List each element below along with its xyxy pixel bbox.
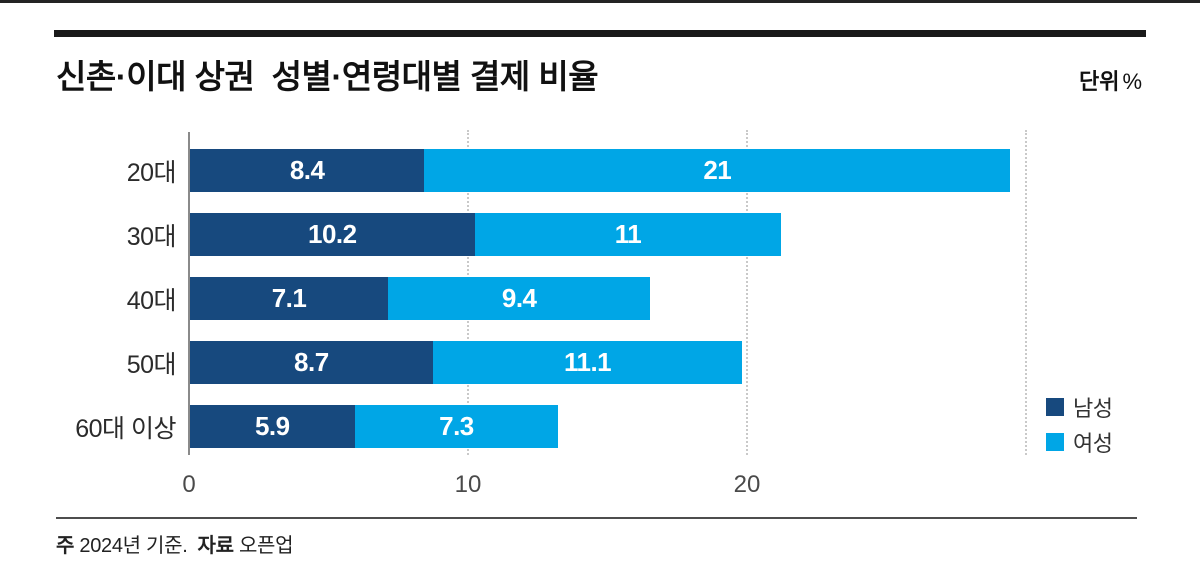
- footer-divider: [56, 517, 1137, 519]
- x-tick-label: 0: [182, 471, 196, 498]
- bar-segment-male: 8.4: [190, 149, 425, 192]
- category-label: 50대: [126, 350, 177, 379]
- value-label: 8.7: [294, 347, 329, 377]
- stacked-bar: 8.7 11.1: [190, 341, 743, 384]
- value-label: 9.4: [501, 283, 537, 313]
- value-label: 7.1: [271, 283, 307, 313]
- bar-segment-male: 7.1: [190, 277, 389, 320]
- footnote-note-text: 2024년 기준.: [79, 535, 188, 557]
- value-label: 5.9: [254, 411, 290, 441]
- category-label: 30대: [126, 222, 177, 251]
- value-label: 10.2: [307, 219, 357, 249]
- footnote: 주 2024년 기준. 자료 오픈업: [56, 529, 294, 558]
- value-label: 7.3: [439, 411, 474, 441]
- unit-label-bold: 단위: [1078, 69, 1120, 94]
- bar-segment-male: 10.2: [190, 213, 475, 256]
- x-tick-label: 20: [733, 471, 761, 498]
- legend-label: 남성: [1073, 396, 1113, 421]
- x-tick-label: 10: [454, 471, 482, 498]
- value-label: 21: [703, 155, 732, 185]
- bar-row: 20대 8.4 21: [0, 149, 1200, 192]
- legend-item: 여성: [1046, 431, 1113, 456]
- bar-row: 50대 8.7 11.1: [0, 341, 1200, 384]
- bar-segment-female: 11.1: [432, 341, 743, 384]
- gridline-x-20: [746, 130, 748, 455]
- stacked-bar: 8.4 21: [190, 149, 1011, 192]
- legend-swatch: [1046, 398, 1064, 416]
- legend-item: 남성: [1046, 396, 1113, 421]
- bar-row: 60대 이상 5.9 7.3: [0, 405, 1200, 448]
- header: 신촌·이대 상권 성별·연령대별 결제 비율 단위%: [56, 50, 1142, 98]
- bar-segment-female: 21: [424, 149, 1011, 192]
- title-top-rule: [54, 30, 1146, 37]
- value-label: 8.4: [289, 155, 325, 185]
- bar-segment-female: 11: [474, 213, 782, 256]
- bar-row: 40대 7.1 9.4: [0, 277, 1200, 320]
- gridline-x-30: [1025, 130, 1027, 455]
- stacked-bar: 7.1 9.4: [190, 277, 651, 320]
- top-border-line: [0, 0, 1200, 3]
- unit-label: 단위%: [1079, 64, 1142, 96]
- bar-segment-female: 7.3: [354, 405, 559, 448]
- x-axis-ticks: 0 10 20: [0, 471, 1200, 501]
- bar-row: 30대 10.2 11: [0, 213, 1200, 256]
- footnote-source-text: 오픈업: [238, 535, 294, 557]
- legend-swatch: [1046, 433, 1064, 451]
- footnote-source-label: 자료: [197, 535, 234, 557]
- page-title: 신촌·이대 상권 성별·연령대별 결제 비율: [56, 58, 599, 95]
- footnote-note-label: 주: [56, 535, 75, 557]
- y-axis-line: [188, 132, 190, 455]
- bar-segment-male: 8.7: [190, 341, 433, 384]
- chart-area: 20대 8.4 21 30대 10.2 11 40대 7.1 9.4 50대 8.7 11.1 60대 …: [0, 130, 1200, 498]
- category-label: 40대: [126, 286, 177, 315]
- stacked-bar: 5.9 7.3: [190, 405, 559, 448]
- value-label: 11.1: [563, 347, 612, 377]
- value-label: 11: [614, 219, 642, 249]
- category-label: 60대 이상: [75, 414, 176, 443]
- category-label: 20대: [126, 158, 177, 187]
- bar-segment-female: 9.4: [388, 277, 651, 320]
- unit-symbol: %: [1122, 69, 1142, 94]
- stacked-bar: 10.2 11: [190, 213, 782, 256]
- legend-label: 여성: [1073, 431, 1113, 456]
- bar-rows: 20대 8.4 21 30대 10.2 11 40대 7.1 9.4 50대 8.7 11.1 60대 …: [0, 149, 1200, 469]
- bar-segment-male: 5.9: [190, 405, 355, 448]
